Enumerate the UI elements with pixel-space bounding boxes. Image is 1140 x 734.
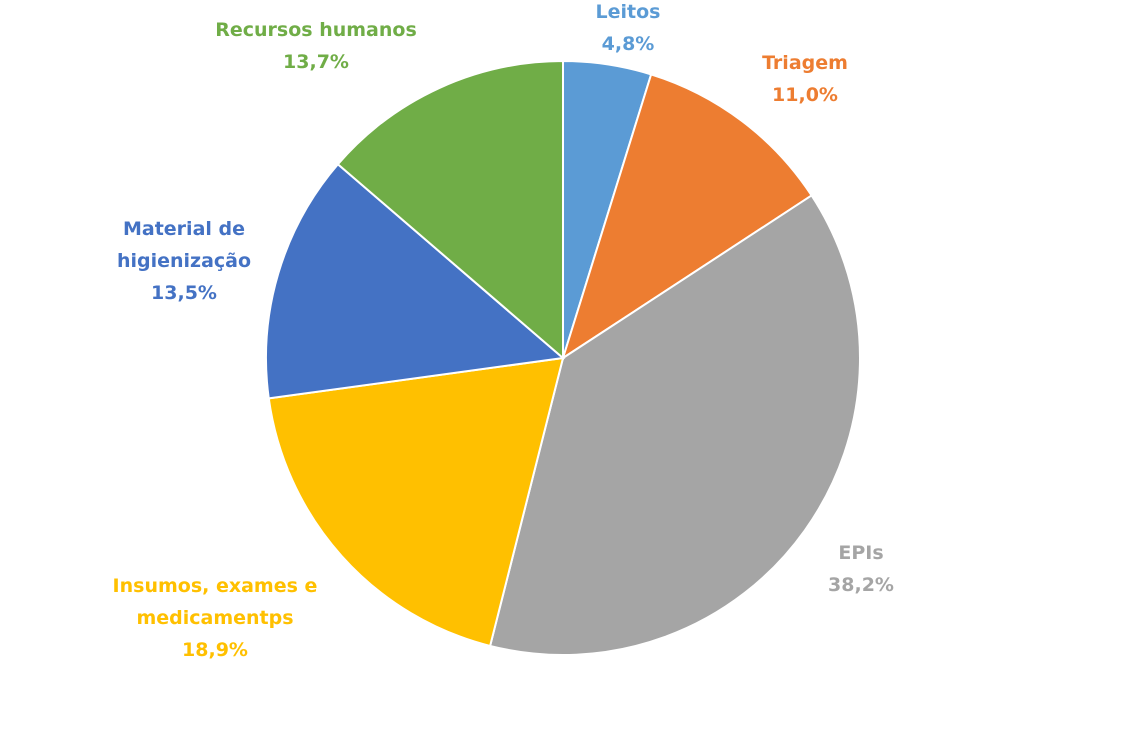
slice-name-label-3: Insumos, exames e	[113, 575, 318, 597]
slice-name-label-0: Leitos	[596, 1, 661, 23]
slice-label-0: Leitos 4,8%	[596, 1, 661, 55]
slice-label-1: Triagem 11,0%	[762, 52, 848, 106]
pie-slice-2	[488, 194, 861, 656]
slice-value-label-3: 18,9%	[182, 639, 248, 661]
slice-name-label-2: EPIs	[838, 542, 883, 564]
slice-name-label-5: Recursos humanos	[215, 19, 417, 41]
pie-slice-1	[561, 73, 813, 361]
slice-name-label-1: Triagem	[762, 52, 848, 74]
slice-label-3: Insumos, exames e medicamentps 18,9%	[113, 575, 318, 661]
slices-layer	[264, 59, 861, 656]
slice-value-label-0: 4,8%	[602, 33, 655, 55]
pie-slice-3	[267, 356, 565, 648]
slice-name-label-4: Material de	[123, 218, 245, 240]
slice-value-label-4: 13,5%	[151, 282, 217, 304]
pie-slice-5	[336, 59, 564, 361]
slice-name-label-3: medicamentps	[136, 607, 293, 629]
pie-slice-4	[264, 162, 566, 400]
slice-value-label-1: 11,0%	[772, 84, 838, 106]
slice-label-4: Material de higienização 13,5%	[117, 218, 251, 304]
slice-name-label-4: higienização	[117, 250, 251, 272]
slice-label-2: EPIs 38,2%	[828, 542, 894, 596]
slice-label-5: Recursos humanos 13,7%	[215, 19, 417, 73]
slice-value-label-5: 13,7%	[283, 51, 349, 73]
slice-value-label-2: 38,2%	[828, 574, 894, 596]
labels-layer: Leitos 4,8% Triagem 11,0% EPIs 38,2% Insumos, …	[113, 1, 894, 661]
